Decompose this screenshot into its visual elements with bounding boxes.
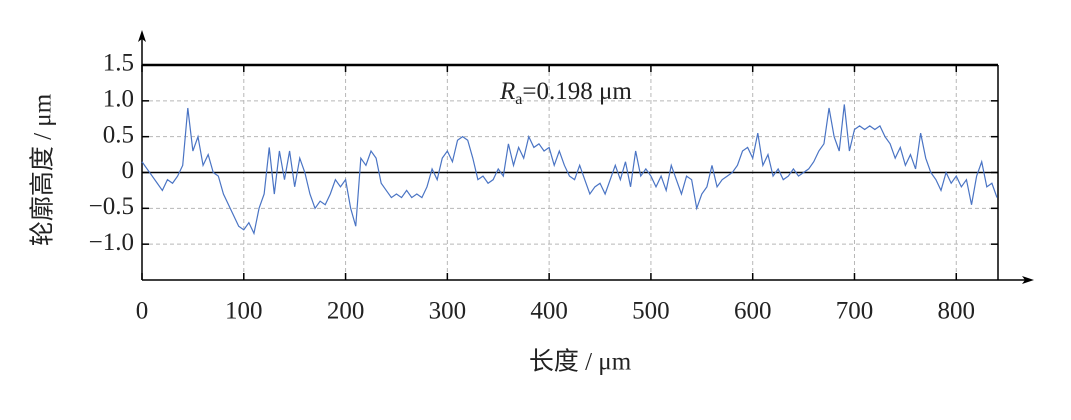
x-tick-label: 800 xyxy=(938,298,976,325)
y-tick-label: 0 xyxy=(122,157,135,184)
y-axis-arrow xyxy=(138,30,146,42)
annotation-subscript: a xyxy=(515,91,522,108)
profile-line xyxy=(141,104,998,236)
x-tick-label: 500 xyxy=(632,298,670,325)
x-tick-label: 400 xyxy=(530,298,568,325)
y-tick-label: 0.5 xyxy=(103,121,134,148)
annotation-text: =0.198 μm xyxy=(522,78,632,105)
x-tick-label: 200 xyxy=(327,298,365,325)
y-tick-label: −1.0 xyxy=(89,229,134,256)
x-tick-label: 600 xyxy=(734,298,772,325)
y-axis-title: 轮廓高度 / μm xyxy=(29,93,57,246)
x-tick-label: 0 xyxy=(136,298,149,325)
annotation: Ra=0.198 μm xyxy=(499,78,632,108)
x-axis-title: 长度 / μm xyxy=(529,348,632,376)
x-axis-arrow xyxy=(1022,276,1034,284)
x-tick-label: 700 xyxy=(836,298,874,325)
y-tick-label: 1.5 xyxy=(103,50,134,77)
y-tick-label: 1.0 xyxy=(103,86,134,113)
x-tick-label: 300 xyxy=(429,298,467,325)
plot-area xyxy=(138,30,1034,284)
y-tick-label: −0.5 xyxy=(89,193,134,220)
annotation-symbol: R xyxy=(499,78,515,105)
x-tick-label: 100 xyxy=(225,298,263,325)
